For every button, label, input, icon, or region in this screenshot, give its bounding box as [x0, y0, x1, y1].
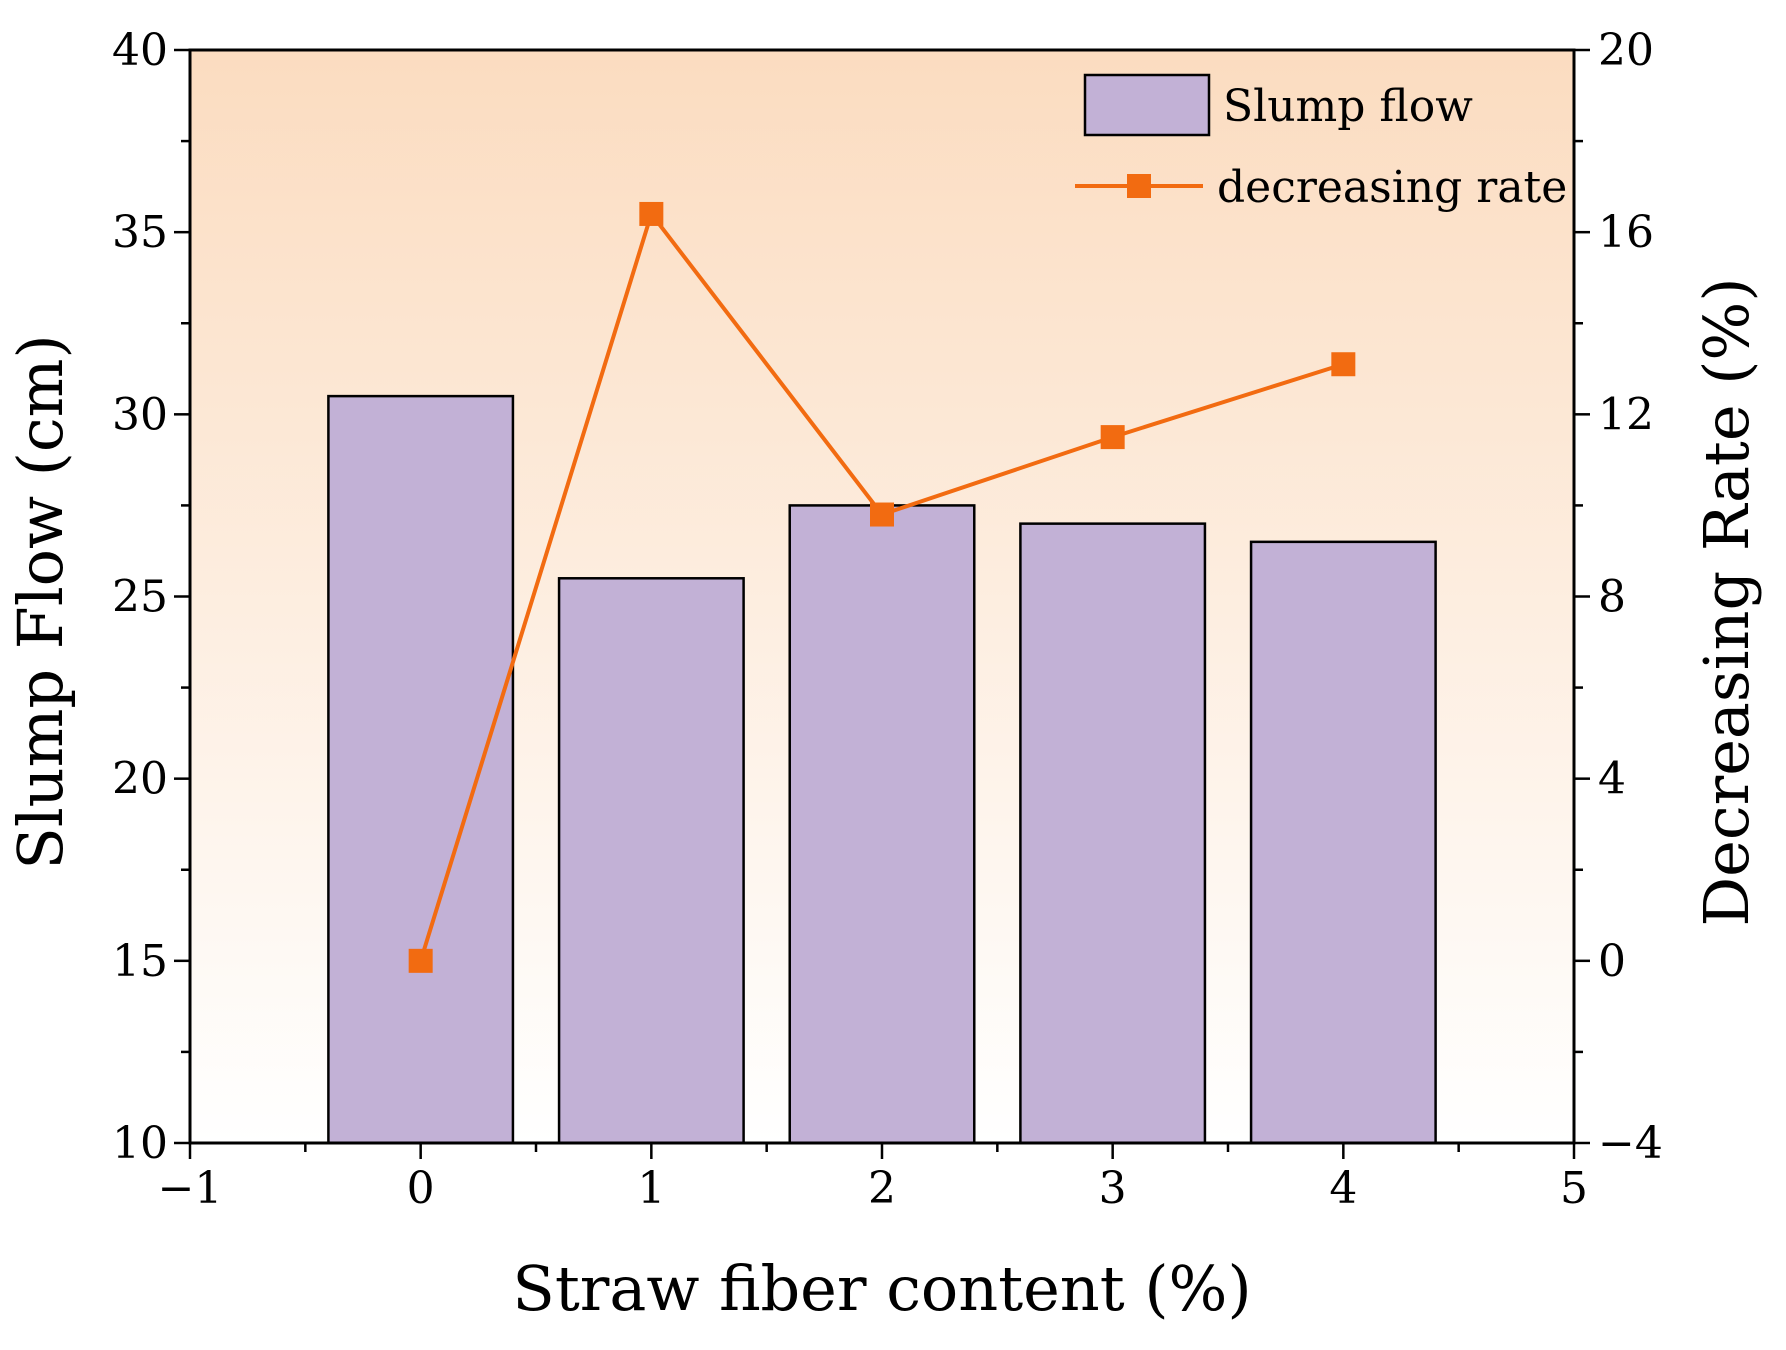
y2-axis-title: Decreasing Rate (%) — [1690, 277, 1763, 926]
y2-tick-label: −4 — [1598, 1118, 1663, 1169]
x-tick-label: 1 — [637, 1163, 665, 1214]
x-tick-label: 2 — [868, 1163, 896, 1214]
point-decreasing-rate-3 — [1100, 425, 1125, 450]
point-decreasing-rate-0 — [408, 948, 433, 973]
y-tick-label: 25 — [112, 572, 168, 623]
y-tick-label: 35 — [112, 207, 168, 258]
y-tick-label: 20 — [112, 754, 168, 805]
y-tick-label: 10 — [112, 1118, 168, 1169]
point-decreasing-rate-1 — [639, 201, 664, 226]
bar-slump-flow-2 — [788, 504, 976, 1145]
legend-marker-decreasing-rate — [1127, 174, 1151, 198]
y2-tick-label: 4 — [1598, 754, 1626, 805]
bar-series — [327, 394, 1437, 1145]
point-decreasing-rate-2 — [870, 502, 894, 527]
axis-ticks — [174, 48, 1590, 1159]
bar-slump-flow-4 — [1249, 540, 1437, 1145]
line-series — [408, 201, 1356, 973]
bar-slump-flow-0 — [327, 394, 515, 1145]
x-tick-label: 3 — [1099, 1163, 1127, 1214]
x-tick-label: 4 — [1329, 1163, 1357, 1214]
y2-tick-label: 20 — [1598, 25, 1654, 76]
y2-tick-label: 12 — [1598, 389, 1654, 440]
x-tick-label: 5 — [1560, 1163, 1588, 1214]
x-axis-title: Straw fiber content (%) — [512, 1252, 1251, 1325]
legend-label-decreasing-rate: decreasing rate — [1217, 162, 1567, 213]
legend: Slump flow decreasing rate — [1075, 73, 1567, 213]
x-tick-label: 0 — [407, 1163, 435, 1214]
y2-tick-label: 16 — [1598, 207, 1654, 258]
bar-slump-flow-3 — [1019, 522, 1207, 1145]
y-tick-label: 30 — [112, 389, 168, 440]
y-axis-title: Slump Flow (cm) — [4, 334, 77, 869]
x-tick-label: −1 — [158, 1163, 223, 1214]
legend-label-slump-flow: Slump flow — [1223, 81, 1473, 132]
y2-tick-label: 0 — [1598, 936, 1626, 987]
y-tick-label: 40 — [112, 25, 168, 76]
y2-tick-label: 8 — [1598, 572, 1626, 623]
y-tick-label: 15 — [112, 936, 168, 987]
bar-slump-flow-1 — [557, 577, 745, 1145]
point-decreasing-rate-4 — [1331, 352, 1356, 377]
legend-swatch-slump-flow — [1083, 73, 1211, 137]
